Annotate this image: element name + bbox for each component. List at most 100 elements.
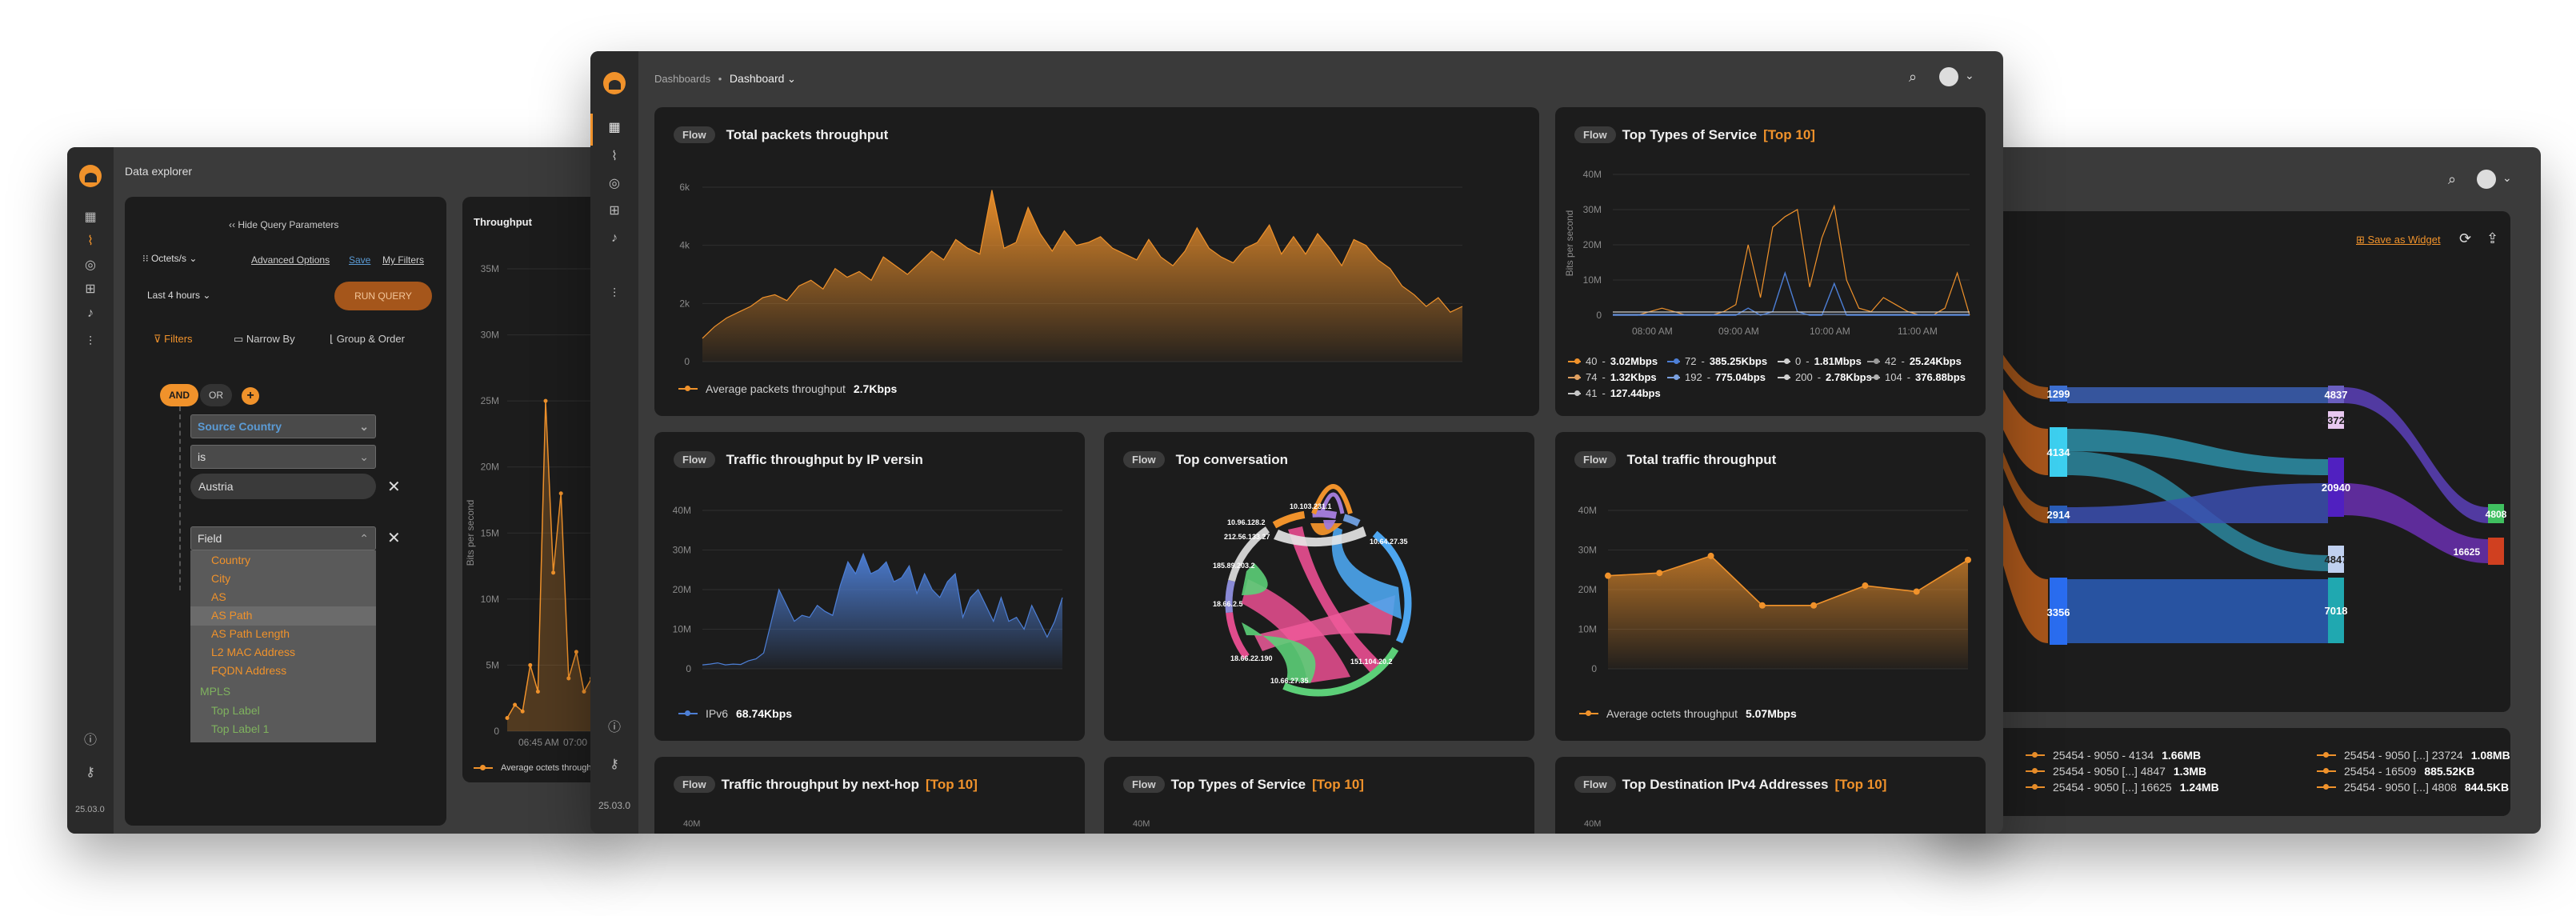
metric-select[interactable]: ⁝⁝ Octets/s ⌄ xyxy=(142,253,198,264)
filter-operator-select[interactable]: is ⌄ xyxy=(190,445,376,469)
legend-swatch xyxy=(678,386,698,391)
add-filter-button[interactable]: + xyxy=(242,387,259,405)
field-dropdown-list: Country City AS AS Path AS Path Length L… xyxy=(190,550,376,742)
option-fqdn[interactable]: FQDN Address xyxy=(211,664,287,677)
flow-chip[interactable]: Flow xyxy=(674,126,715,143)
chord-ribbon xyxy=(1254,595,1395,651)
sankey-node xyxy=(2050,386,2067,402)
user-avatar[interactable] xyxy=(2477,170,2496,189)
and-toggle[interactable]: AND xyxy=(160,384,198,406)
hide-params-link[interactable]: ‹‹ Hide Query Parameters xyxy=(229,219,339,230)
dashboard-icon[interactable]: ▦ xyxy=(608,121,621,134)
y-tick-label: 0 xyxy=(1591,663,1597,674)
option-as-path-length[interactable]: AS Path Length xyxy=(211,627,290,640)
y-tick-label: 40M xyxy=(673,505,691,516)
user-avatar[interactable] xyxy=(1939,67,1958,86)
dashboard-icon[interactable]: ▦ xyxy=(84,210,97,224)
filter-value-input[interactable]: Austria xyxy=(190,474,376,499)
y-tick-label: 40M xyxy=(1578,505,1597,516)
x-tick-label: 07:00 xyxy=(563,737,587,748)
tab-group-order[interactable]: ⌊ Group & Order xyxy=(330,333,405,345)
devices-icon[interactable]: ⊞ xyxy=(609,204,620,218)
breadcrumb-current[interactable]: Dashboard xyxy=(729,72,785,85)
new-field-select[interactable]: Field ⌃ xyxy=(190,526,376,550)
chevron-down-icon[interactable]: ⌄ xyxy=(2502,171,2512,184)
option-top-label[interactable]: Top Label xyxy=(211,704,260,717)
path-analysis-window: ⌕ ⌄ ⊞ Save as Widget ⟳ ⇪ xyxy=(1936,147,2541,834)
flow-chip[interactable]: Flow xyxy=(674,776,715,793)
chord-label: 10.103.231.1 xyxy=(1290,502,1332,510)
bell-icon[interactable]: ♪ xyxy=(611,231,618,245)
search-icon[interactable]: ⌕ xyxy=(2448,171,2457,187)
data-point xyxy=(558,491,563,496)
save-widget-link[interactable]: ⊞ Save as Widget xyxy=(2356,234,2441,246)
app-logo[interactable] xyxy=(603,72,626,94)
my-filters-link[interactable]: My Filters xyxy=(382,254,424,266)
flow-chip[interactable]: Flow xyxy=(1574,126,1616,143)
sankey-node-label: 23724 xyxy=(2322,414,2351,426)
breadcrumb-root[interactable]: Dashboards xyxy=(654,73,711,85)
search-icon[interactable]: ⌕ xyxy=(1909,69,1918,85)
explorer-icon[interactable]: ⌇ xyxy=(87,234,94,248)
active-indicator xyxy=(590,114,593,146)
data-point xyxy=(543,398,548,403)
legend-swatch xyxy=(2317,752,2336,758)
packets-line xyxy=(702,190,1463,339)
chord-label: 212.56.133.27 xyxy=(1224,533,1270,541)
remove-field-icon[interactable]: ✕ xyxy=(387,530,401,547)
target-icon[interactable]: ◎ xyxy=(85,258,96,272)
y-tick-label: 30M xyxy=(673,545,691,556)
chart-title: Throughput xyxy=(474,216,532,228)
sliders-icon[interactable]: ⫶ xyxy=(88,335,93,349)
advanced-options-link[interactable]: Advanced Options xyxy=(251,254,330,266)
devices-icon[interactable]: ⊞ xyxy=(85,282,96,296)
explorer-icon[interactable]: ⌇ xyxy=(611,150,618,163)
panel-title: Flow Total traffic throughput xyxy=(1574,451,1776,468)
legend-swatch xyxy=(2026,784,2045,790)
flow-chip[interactable]: Flow xyxy=(1574,451,1616,468)
y-tick-label: 5M xyxy=(486,659,499,670)
help-icon[interactable]: ⓘ xyxy=(83,734,98,747)
chord-outer-ring xyxy=(1225,510,1412,697)
option-l2-mac[interactable]: L2 MAC Address xyxy=(211,646,296,658)
app-logo[interactable] xyxy=(79,165,102,187)
tab-filters[interactable]: ⊽ Filters xyxy=(154,333,193,345)
sankey-node xyxy=(2328,578,2344,643)
chord-ribbon xyxy=(1274,526,1366,547)
option-city[interactable]: City xyxy=(211,572,231,585)
chevron-down-icon[interactable]: ⌄ xyxy=(787,73,796,85)
run-query-button[interactable]: RUN QUERY xyxy=(334,282,432,310)
chord-ribbon xyxy=(1242,563,1268,595)
chord-label: 10.66.27.35 xyxy=(1270,677,1309,685)
tab-narrow-by[interactable]: ▭ Narrow By xyxy=(234,333,295,345)
help-icon[interactable]: ⓘ xyxy=(607,721,622,734)
refresh-icon[interactable]: ⟳ xyxy=(2459,230,2472,246)
option-top-label-1[interactable]: Top Label 1 xyxy=(211,722,270,735)
legend-item: 200-2.78Kbps xyxy=(1778,371,1872,383)
sliders-icon[interactable]: ⫶ xyxy=(612,287,617,301)
tos-chart: Bits per second 40M 30M 20M 10M 0 08:00 AM 0… xyxy=(1564,169,1970,337)
version-label: 25.03.0 xyxy=(598,800,631,811)
chart-legend: Average octets throughput xyxy=(474,763,604,773)
key-icon[interactable]: ⚷ xyxy=(610,758,619,771)
filter-field-select[interactable]: Source Country ⌄ xyxy=(190,414,376,438)
chevron-down-icon[interactable]: ⌄ xyxy=(1965,69,1974,82)
remove-filter-icon[interactable]: ✕ xyxy=(387,478,401,496)
save-link[interactable]: Save xyxy=(349,254,371,266)
option-country[interactable]: Country xyxy=(211,554,251,566)
or-toggle[interactable]: OR xyxy=(200,384,232,406)
data-point xyxy=(1913,588,1920,595)
flow-chip[interactable]: Flow xyxy=(674,451,715,468)
flow-chip[interactable]: Flow xyxy=(1123,776,1165,793)
bell-icon[interactable]: ♪ xyxy=(87,306,94,320)
legend-item: 192-775.04bps xyxy=(1667,371,1766,383)
sankey-node xyxy=(2328,546,2344,573)
time-range-select[interactable]: Last 4 hours ⌄ xyxy=(147,290,211,301)
flow-chip[interactable]: Flow xyxy=(1574,776,1616,793)
key-icon[interactable]: ⚷ xyxy=(86,766,95,779)
target-icon[interactable]: ◎ xyxy=(609,177,620,190)
flow-chip[interactable]: Flow xyxy=(1123,451,1165,468)
share-icon[interactable]: ⇪ xyxy=(2486,230,2499,246)
option-as-path[interactable]: AS Path xyxy=(211,609,253,622)
option-as[interactable]: AS xyxy=(211,590,226,603)
